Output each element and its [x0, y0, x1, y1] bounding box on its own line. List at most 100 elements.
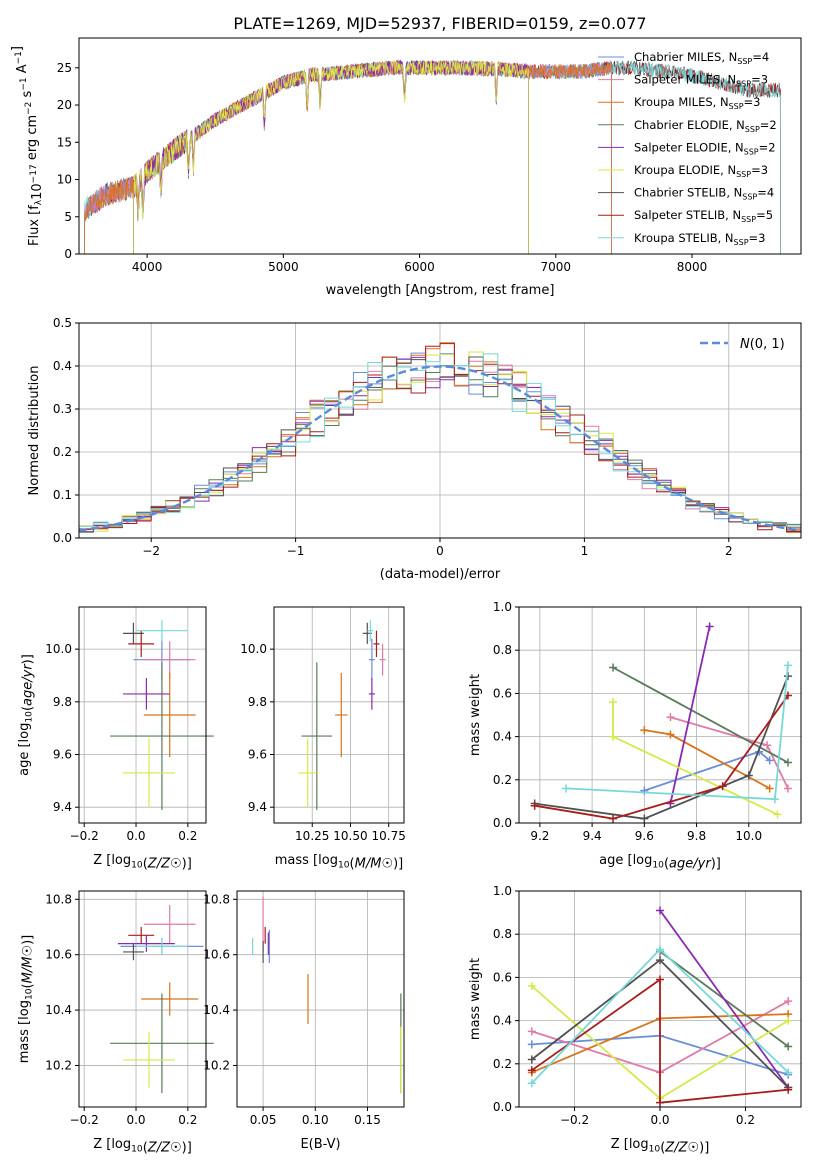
y-axis-label: Flux [fλ10−17 erg cm−2 s−1 A−1]	[10, 46, 45, 246]
y-tick-label: 0.6	[493, 970, 512, 984]
y-tick-label: 0	[64, 247, 72, 261]
y-tick-label: 10.8	[45, 892, 72, 906]
axes-frame	[78, 37, 802, 255]
legend-label-salpeter_miles: Salpeter MILES, NSSP=3	[634, 73, 768, 89]
gaussian-curve	[79, 365, 801, 532]
axes-frame	[273, 606, 405, 824]
y-tick-label: 0.5	[53, 316, 72, 330]
x-tick-label: −1	[287, 544, 305, 558]
weight-marker-kroupa_elodie	[773, 810, 782, 819]
x-axis-label: E(B-V)	[300, 1137, 340, 1152]
y-tick-label: 10.6	[45, 948, 72, 962]
y-axis-label: mass [log10(M/M☉)]	[17, 935, 35, 1064]
y-tick-label: 20	[57, 98, 72, 112]
weight-line-chabrier_elodie	[612, 666, 789, 764]
weight-marker-kroupa_stelib	[784, 1068, 793, 1077]
y-axis-label: mass weight	[468, 674, 483, 756]
weight-marker-kroupa_stelib	[562, 784, 570, 793]
legend-label-chabrier_miles: Chabrier MILES, NSSP=4	[634, 50, 769, 66]
x-axis-label: age [log10(age/yr)]	[599, 853, 721, 871]
axes-frame	[78, 606, 207, 824]
y-tick-label: 0.0	[53, 531, 72, 545]
x-tick-label: 1	[581, 544, 589, 558]
legend-label-kroupa_miles: Kroupa MILES, NSSP=3	[634, 95, 760, 111]
x-tick-label: 0.0	[650, 1113, 669, 1127]
legend-label-salpeter_elodie: Salpeter ELODIE, NSSP=2	[634, 140, 776, 156]
y-tick-label: 9.8	[53, 695, 72, 709]
y-tick-label: 9.8	[248, 695, 267, 709]
y-tick-label: 10.6	[203, 948, 230, 962]
legend-label-kroupa_elodie: Kroupa ELODIE, NSSP=3	[634, 163, 768, 179]
weight-marker-kroupa_elodie	[527, 982, 536, 991]
y-tick-label: 25	[57, 61, 72, 75]
weight-marker-chabrier_stelib	[640, 814, 649, 823]
x-tick-label: 0.2	[178, 829, 197, 843]
y-tick-label: 10.0	[45, 642, 72, 656]
x-axis-label: wavelength [Angstrom, rest frame]	[326, 283, 555, 298]
y-tick-label: 0.2	[493, 773, 512, 787]
y-tick-label: 10	[57, 173, 72, 187]
y-tick-label: 15	[57, 135, 72, 149]
weight-line-chabrier_stelib	[534, 675, 789, 820]
y-tick-label: 10.4	[203, 1003, 230, 1017]
weight-marker-salpeter_stelib	[530, 801, 539, 810]
weight-marker-chabrier_miles	[527, 1040, 536, 1049]
weight-marker-salpeter_elodie	[656, 906, 664, 915]
weight-marker-kroupa_miles	[640, 726, 649, 735]
x-tick-label: 9.2	[530, 829, 549, 843]
weight-marker-salpeter_stelib	[527, 1066, 536, 1075]
weight-marker-kroupa_stelib	[527, 1079, 536, 1088]
y-tick-label: 9.4	[248, 800, 267, 814]
x-tick-label: 0	[436, 544, 444, 558]
histogram-kroupa_stelib	[79, 353, 801, 534]
weight-marker-salpeter_miles	[784, 997, 793, 1006]
legend-label-kroupa_stelib: Kroupa STELIB, NSSP=3	[634, 231, 765, 247]
weight-marker-salpeter_miles	[666, 713, 675, 722]
spectrum-panel: 4000 5000 6000 7000 8000 0 5 10 15 20 25 wavelength…	[10, 37, 802, 298]
y-tick-label: 9.4	[53, 800, 72, 814]
y-tick-label: 0.4	[493, 730, 512, 744]
y-tick-label: 10.2	[45, 1058, 72, 1072]
x-tick-label: 10.0	[735, 829, 762, 843]
weight-marker-kroupa_miles	[666, 730, 675, 739]
x-tick-label: 9.8	[687, 829, 706, 843]
weight-marker-salpeter_miles	[783, 784, 792, 793]
figure-title: PLATE=1269, MJD=52937, FIBERID=0159, z=0…	[233, 14, 646, 33]
weight-marker-chabrier_stelib	[527, 1055, 536, 1064]
x-tick-label: 0.0	[126, 829, 145, 843]
y-tick-label: 0.0	[493, 1100, 512, 1114]
residuals-panel: −2 −1 0 1 2 0.0 0.1 0.2 0.3 0.4 0.5 (data-model)/er…	[27, 316, 802, 582]
weight-marker-kroupa_miles	[765, 784, 774, 793]
weight-marker-chabrier_elodie	[784, 1042, 793, 1051]
panels-root: 4000 5000 6000 7000 80000510152025wavelength…	[10, 37, 802, 1155]
weight-marker-salpeter_elodie	[705, 622, 714, 631]
x-axis-label: mass [log10(M/M☉)]	[275, 853, 404, 871]
axes-frame	[518, 606, 802, 824]
y-tick-label: 10.8	[203, 892, 230, 906]
x-tick-label: 7000	[541, 260, 572, 274]
y-tick-label: 0.8	[493, 643, 512, 657]
x-tick-label: 6000	[404, 260, 435, 274]
weight-marker-chabrier_stelib	[656, 956, 664, 965]
spectrum-legend: Chabrier MILES, NSSP=4 Salpeter MILES, NS…	[598, 50, 777, 247]
weight-marker-kroupa_elodie	[784, 1016, 793, 1025]
x-tick-label: 10.25	[295, 829, 329, 843]
legend-label-gaussian: N(0, 1)	[740, 337, 785, 352]
y-tick-label: 10.0	[240, 642, 267, 656]
z_weight-panel: −0.2 0.0 0.2 0.0 0.2 0.4 0.6 0.8 1.0 Z [log10(Z/Z…	[468, 884, 802, 1155]
x-tick-label: 0.2	[736, 1113, 755, 1127]
weight-line-salpeter_stelib	[534, 695, 789, 820]
y-tick-label: 0.2	[53, 445, 72, 459]
weight-marker-salpeter_stelib	[656, 1098, 664, 1107]
weight-marker-salpeter_miles	[527, 1027, 536, 1036]
legend-label-chabrier_stelib: Chabrier STELIB, NSSP=4	[634, 186, 774, 202]
weight-marker-chabrier_elodie	[783, 758, 792, 767]
weight-marker-kroupa_stelib	[770, 795, 779, 804]
x-tick-label: 9.4	[583, 829, 602, 843]
y-tick-label: 0.4	[493, 1014, 512, 1028]
x-tick-label: 0.15	[354, 1113, 381, 1127]
y-tick-label: 1.0	[493, 600, 512, 614]
y-axis-label: Normed distribution	[27, 366, 42, 496]
axes-frame	[236, 890, 405, 1108]
y-tick-label: 9.6	[53, 748, 72, 762]
